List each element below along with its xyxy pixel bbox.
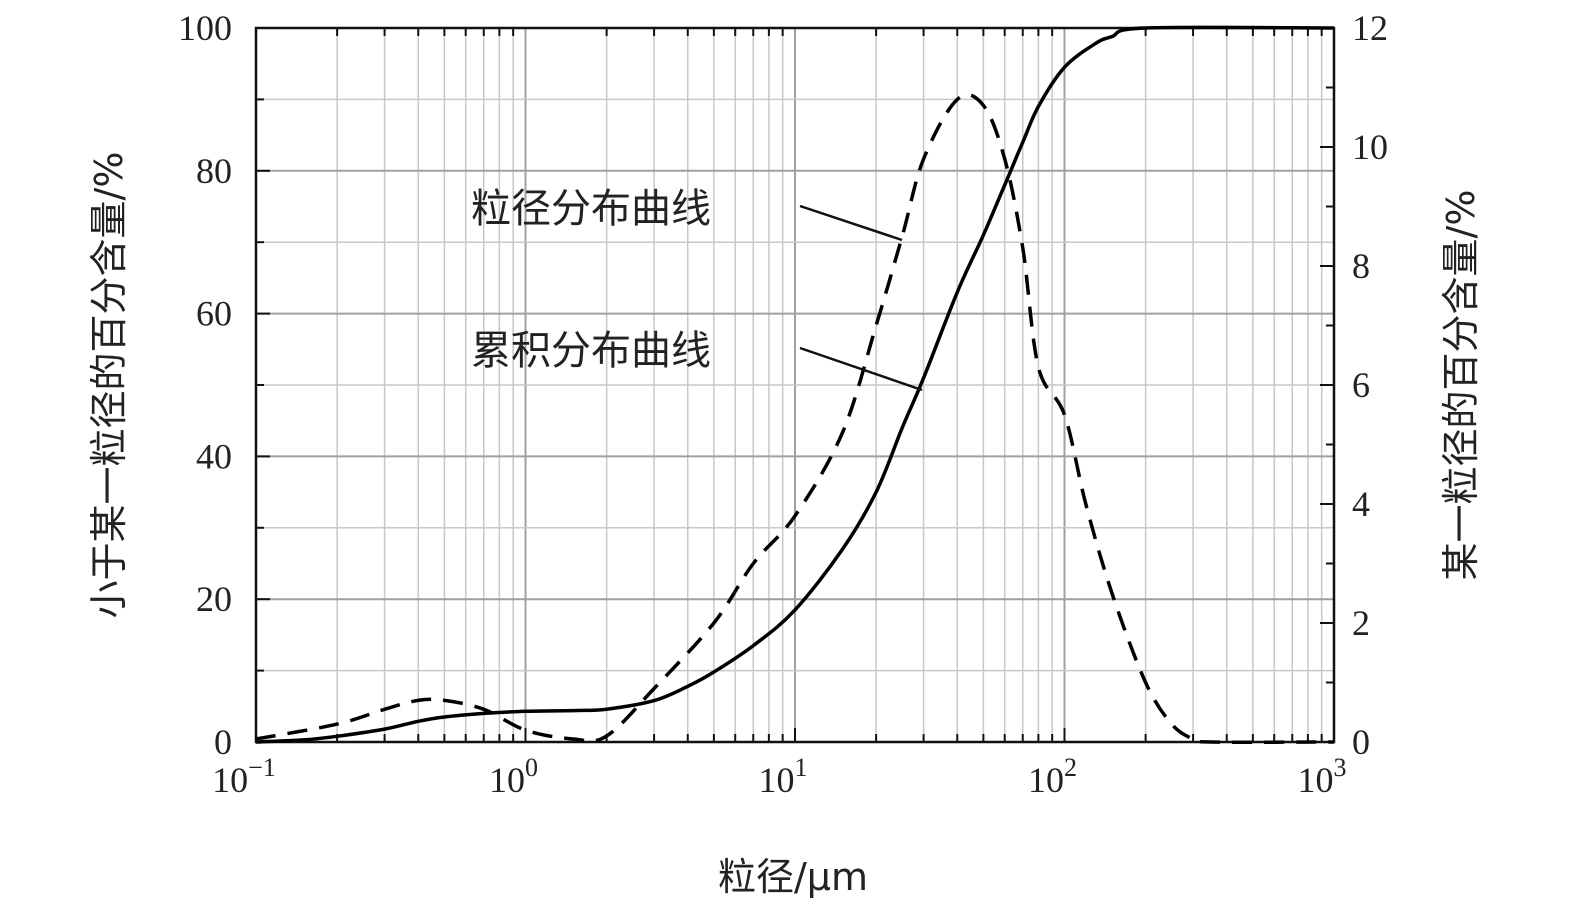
- x-tick-label: 102: [1028, 753, 1077, 800]
- y-right-tick-label: 4: [1352, 484, 1370, 524]
- y-left-tick-label: 0: [214, 722, 232, 762]
- series-cumulative-solid: [255, 25, 1335, 744]
- series-size-distribution-dashed: [255, 93, 1335, 744]
- y-axis-right-title: 某一粒径的百分含量/%: [1439, 190, 1483, 581]
- y-axis-left-title: 小于某一粒径的百分含量/%: [87, 152, 131, 619]
- y-left-tick-label: 40: [196, 436, 232, 476]
- annotation-leader-line: [799, 204, 903, 242]
- y-right-tick-label: 2: [1352, 603, 1370, 643]
- annotation-label: 粒径分布曲线: [471, 186, 711, 232]
- x-tick-label: 10−1: [212, 753, 276, 800]
- y-right-tick-label: 6: [1352, 365, 1370, 405]
- y-left-tick-label: 80: [196, 151, 232, 191]
- y-left-tick-label: 20: [196, 579, 232, 619]
- series-layer: [255, 25, 1335, 744]
- x-tick-label: 101: [759, 753, 808, 800]
- y-right-tick-label: 12: [1352, 8, 1388, 48]
- annotation-leader-line: [799, 346, 923, 392]
- x-tick-label: 103: [1298, 753, 1347, 800]
- axis-ticks: [255, 27, 1335, 743]
- x-axis-title: 粒径/μm: [718, 855, 868, 899]
- y-left-tick-label: 100: [178, 8, 232, 48]
- grid-lines: [255, 28, 1335, 742]
- y-left-tick-label: 60: [196, 294, 232, 334]
- x-tick-label: 100: [489, 753, 538, 800]
- y-right-tick-label: 10: [1352, 127, 1388, 167]
- y-right-tick-label: 8: [1352, 246, 1370, 286]
- y-right-tick-label: 0: [1352, 722, 1370, 762]
- annotation-label: 累积分布曲线: [471, 328, 711, 374]
